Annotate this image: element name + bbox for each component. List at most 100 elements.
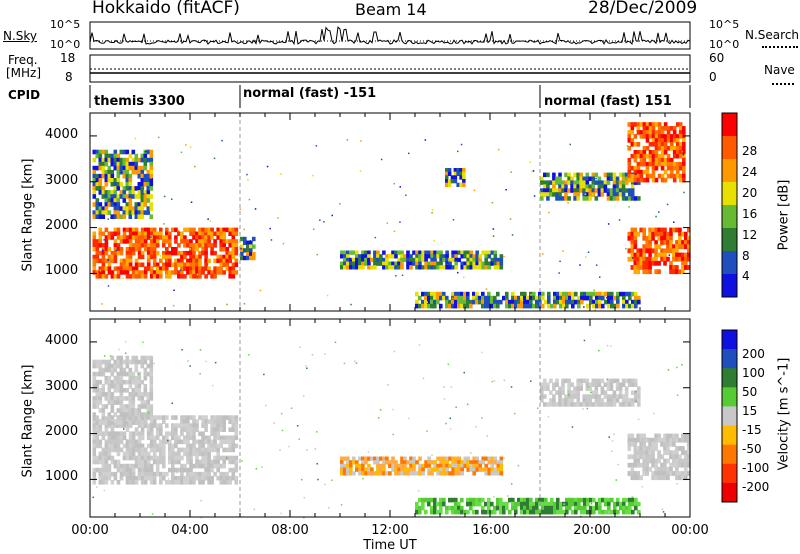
velocity-echo-cell bbox=[439, 501, 443, 507]
power-echo-cell bbox=[101, 231, 106, 236]
velocity-echo-cell bbox=[110, 371, 115, 377]
velocity-echo-cell bbox=[657, 466, 661, 472]
power-echo-cell bbox=[198, 243, 202, 248]
velocity-echo-cell bbox=[684, 466, 688, 472]
power-echo-cell bbox=[505, 303, 509, 309]
velocity-echo-cell bbox=[189, 455, 193, 461]
velocity-echo-cell bbox=[466, 467, 470, 472]
velocity-echo-cell bbox=[427, 456, 431, 461]
velocity-echo-cell bbox=[140, 471, 145, 477]
power-echo-cell bbox=[140, 214, 145, 219]
velocity-echo-cell bbox=[597, 378, 602, 384]
velocity-echo-cell bbox=[469, 497, 473, 503]
power-echo-cell bbox=[165, 250, 169, 256]
power-echo-cell bbox=[645, 240, 649, 245]
freq-unit: [MHz] bbox=[6, 66, 42, 80]
velocity-speckle bbox=[611, 450, 613, 452]
velocity-cbar-tick-200: 200 bbox=[742, 347, 765, 361]
velocity-echo-cell bbox=[412, 471, 416, 476]
power-echo-cell bbox=[472, 295, 476, 301]
power-speckle bbox=[185, 144, 187, 146]
power-echo-cell bbox=[107, 254, 112, 260]
power-echo-cell bbox=[493, 299, 497, 305]
velocity-echo-cell bbox=[107, 475, 112, 481]
velocity-echo-cell bbox=[155, 415, 160, 420]
power-speckle bbox=[673, 221, 675, 223]
velocity-echo-cell bbox=[143, 467, 148, 473]
power-echo-cell bbox=[540, 196, 544, 201]
power-echo-cell bbox=[651, 248, 655, 254]
power-echo-cell bbox=[240, 236, 244, 242]
power-echo-cell bbox=[678, 146, 683, 151]
velocity-echo-cell bbox=[561, 398, 565, 403]
velocity-colorbar-segment bbox=[722, 463, 737, 484]
power-echo-cell bbox=[666, 157, 671, 163]
power-echo-cell bbox=[642, 256, 646, 262]
velocity-colorbar-segment bbox=[722, 368, 737, 388]
power-echo-cell bbox=[600, 180, 605, 185]
velocity-echo-cell bbox=[600, 402, 605, 407]
power-echo-cell bbox=[648, 130, 653, 135]
velocity-speckle bbox=[418, 344, 421, 346]
velocity-echo-cell bbox=[352, 460, 356, 465]
power-echo-cell bbox=[546, 184, 550, 189]
velocity-echo-cell bbox=[213, 423, 217, 428]
power-echo-cell bbox=[198, 270, 202, 275]
power-echo-cell bbox=[122, 190, 127, 195]
power-echo-cell bbox=[672, 126, 677, 131]
velocity-cbar-tick-m50: -50 bbox=[742, 442, 762, 456]
power-echo-cell bbox=[546, 196, 550, 201]
velocity-echo-cell bbox=[663, 446, 667, 451]
velocity-echo-cell bbox=[421, 463, 425, 469]
velocity-echo-cell bbox=[228, 443, 232, 449]
velocity-echo-cell bbox=[137, 392, 142, 397]
power-echo-cell bbox=[430, 257, 434, 263]
velocity-speckle bbox=[334, 341, 337, 344]
power-echo-cell bbox=[143, 227, 148, 233]
power-speckle bbox=[599, 276, 601, 278]
power-echo-cell bbox=[666, 134, 671, 139]
velocity-echo-cell bbox=[579, 386, 583, 391]
power-echo-cell bbox=[174, 247, 178, 252]
power-echo-cell bbox=[651, 161, 656, 167]
power-echo-cell bbox=[98, 239, 103, 244]
velocity-echo-cell bbox=[639, 441, 643, 447]
velocity-echo-cell bbox=[490, 456, 495, 461]
power-echo-cell bbox=[577, 303, 581, 309]
velocity-echo-cell bbox=[628, 509, 632, 515]
velocity-echo-cell bbox=[186, 415, 190, 420]
velocity-speckle bbox=[316, 463, 318, 465]
power-echo-cell bbox=[415, 265, 419, 270]
velocity-echo-cell bbox=[104, 447, 109, 453]
velocity-echo-cell bbox=[460, 509, 464, 515]
velocity-echo-cell bbox=[189, 427, 193, 432]
velocity-echo-cell bbox=[604, 501, 608, 507]
velocity-echo-cell bbox=[511, 505, 515, 511]
power-echo-cell bbox=[140, 190, 145, 195]
velocity-echo-cell bbox=[613, 501, 617, 507]
velocity-echo-cell bbox=[570, 398, 574, 403]
velocity-speckle bbox=[646, 437, 648, 440]
velocity-echo-cell bbox=[180, 467, 184, 473]
power-echo-cell bbox=[478, 254, 482, 259]
velocity-echo-cell bbox=[388, 471, 392, 476]
power-echo-cell bbox=[95, 214, 100, 219]
power-echo-cell bbox=[463, 303, 467, 309]
power-echo-cell bbox=[594, 172, 599, 178]
power-speckle bbox=[270, 239, 273, 241]
power-echo-cell bbox=[588, 192, 593, 197]
velocity-echo-cell bbox=[559, 505, 563, 511]
power-echo-cell bbox=[651, 153, 656, 159]
velocity-echo-cell bbox=[92, 459, 97, 465]
velocity-echo-cell bbox=[183, 439, 187, 445]
velocity-echo-cell bbox=[666, 471, 670, 476]
power-echo-cell bbox=[627, 165, 632, 171]
power-echo-cell bbox=[110, 258, 115, 264]
velocity-echo-cell bbox=[358, 471, 362, 476]
velocity-echo-cell bbox=[128, 392, 133, 397]
velocity-echo-cell bbox=[125, 451, 130, 457]
power-echo-cell bbox=[678, 177, 683, 183]
velocity-echo-cell bbox=[198, 459, 202, 465]
power-echo-cell bbox=[562, 291, 566, 297]
power-speckle bbox=[213, 157, 216, 160]
